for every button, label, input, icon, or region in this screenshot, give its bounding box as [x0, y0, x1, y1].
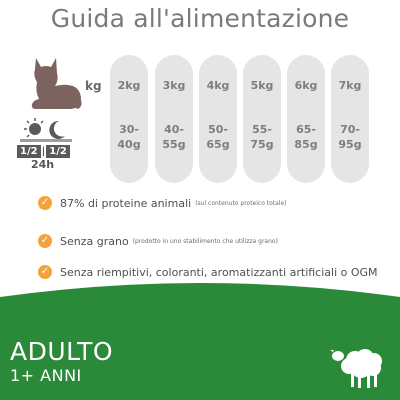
weight-value: 4kg [206, 79, 230, 92]
feeding-column: 3kg 40- 55g [155, 55, 193, 183]
feeding-column: 7kg 70- 95g [331, 55, 369, 183]
benefit-item: ✓ 87% di proteine animali (sul contenuto… [38, 196, 287, 210]
grams-line-1: 30- [119, 123, 139, 136]
grams-line-1: 50- [208, 123, 228, 136]
day-night-icon [20, 118, 72, 142]
grams-value: 30- 40g [110, 122, 148, 152]
daily-split-label: 1/2 | 1/2 [17, 145, 70, 158]
grams-line-1: 70- [340, 123, 360, 136]
grams-line-2: 85g [294, 138, 318, 151]
grams-line-2: 95g [338, 138, 362, 151]
grams-value: 40- 55g [155, 122, 193, 152]
check-icon: ✓ [38, 265, 52, 279]
weight-value: 2kg [117, 79, 141, 92]
feeding-column: 2kg 30- 40g [110, 55, 148, 183]
grams-line-1: 65- [296, 123, 316, 136]
cat-icon [31, 58, 82, 109]
feeding-column: 6kg 65- 85g [287, 55, 325, 183]
grams-value: 70- 95g [331, 122, 369, 152]
life-stage-banner [0, 283, 400, 400]
check-icon: ✓ [38, 234, 52, 248]
feeding-column: 5kg 55- 75g [243, 55, 281, 183]
daily-split-second: 1/2 [46, 145, 70, 158]
weight-unit-label: kg [85, 79, 102, 93]
weight-value: 6kg [294, 79, 318, 92]
check-icon: ✓ [38, 196, 52, 210]
sheep-icon [330, 349, 382, 388]
page-title: Guida all'alimentazione [50, 4, 350, 33]
grams-line-2: 75g [250, 138, 274, 151]
benefit-note: (sul contenuto proteico totale) [195, 199, 287, 207]
benefit-text: 87% di proteine animali [60, 196, 192, 210]
grams-value: 55- 75g [243, 122, 281, 152]
grams-line-2: 55g [162, 138, 186, 151]
feeding-column: 4kg 50- 65g [199, 55, 237, 183]
grams-line-2: 40g [117, 138, 141, 151]
grams-line-1: 55- [252, 123, 272, 136]
benefit-text: Senza grano [60, 234, 129, 248]
weight-value: 5kg [250, 79, 274, 92]
weight-value: 7kg [338, 79, 362, 92]
daily-split-first: 1/2 [17, 145, 41, 158]
grams-value: 50- 65g [199, 122, 237, 152]
benefit-text: Senza riempitivi, coloranti, aromatizzan… [60, 265, 378, 279]
benefit-note: (prodotto in uno stabilimento che utiliz… [132, 237, 278, 245]
grams-line-2: 65g [206, 138, 230, 151]
life-stage-label: ADULTO [10, 337, 114, 366]
grams-value: 65- 85g [287, 122, 325, 152]
age-label: 1+ ANNI [10, 366, 82, 385]
benefit-item: ✓ Senza riempitivi, coloranti, aromatizz… [38, 265, 378, 279]
weight-value: 3kg [162, 79, 186, 92]
hours-label: 24h [31, 158, 55, 171]
grams-line-1: 40- [164, 123, 184, 136]
benefit-item: ✓ Senza grano (prodotto in uno stabilime… [38, 234, 278, 248]
